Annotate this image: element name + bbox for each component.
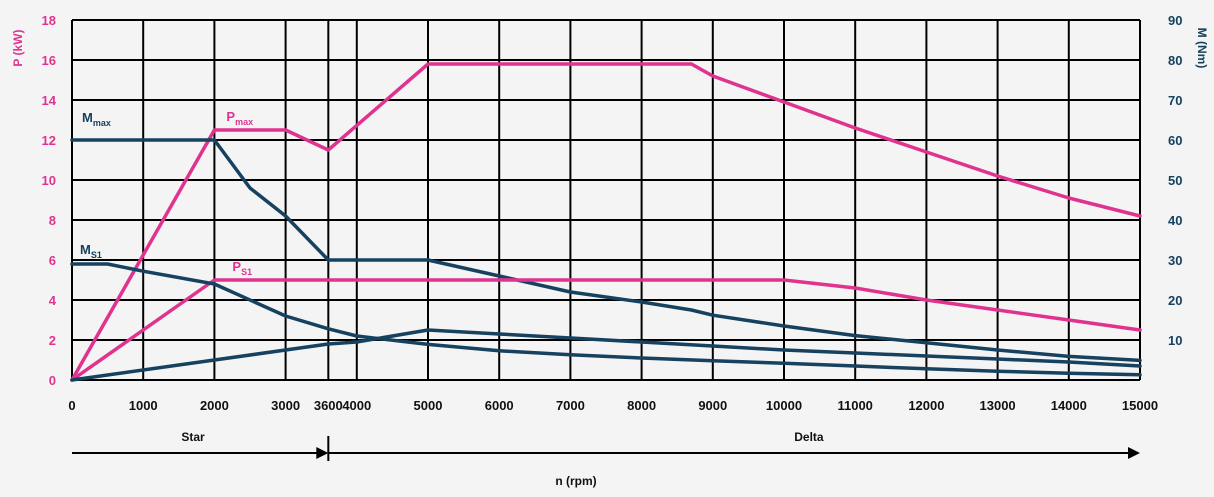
x-tick: 11000 <box>837 398 872 413</box>
x-tick: 9000 <box>698 398 727 413</box>
series-label-Mmax: Mmax <box>82 110 111 128</box>
series-label-sub: S1 <box>241 267 252 277</box>
y-left-tick: 0 <box>49 373 56 388</box>
y-right-tick: 70 <box>1168 93 1182 108</box>
series-line-Pmax <box>70 62 1142 382</box>
y-right-tick: 20 <box>1168 293 1182 308</box>
y-left-tick: 4 <box>49 293 57 308</box>
region-label-delta: Delta <box>794 430 824 444</box>
x-tick: 3000 <box>271 398 300 413</box>
x-tick: 14000 <box>1051 398 1087 413</box>
series-label-sub: max <box>235 117 253 127</box>
series-label-main: M <box>80 242 91 257</box>
x-tick: 7000 <box>556 398 585 413</box>
series-label-main: P <box>226 109 235 124</box>
y-left-title: P (kW) <box>11 29 25 66</box>
y-right-tick: 80 <box>1168 53 1182 68</box>
series-line-torque-lower <box>70 328 1142 382</box>
y-left-tick: 14 <box>42 93 57 108</box>
x-tick: 13000 <box>980 398 1016 413</box>
y-left-tick: 12 <box>42 133 56 148</box>
x-tick: 15000 <box>1122 398 1158 413</box>
y-left-tick: 2 <box>49 333 56 348</box>
y-right-tick: 90 <box>1168 13 1182 28</box>
y-right-tick: 10 <box>1168 333 1182 348</box>
y-right-tick: 60 <box>1168 133 1182 148</box>
y-left-tick: 18 <box>42 13 56 28</box>
x-tick: 3600 <box>314 398 343 413</box>
x-tick: 6000 <box>485 398 514 413</box>
series-line-Mmax <box>70 138 1142 363</box>
series-group <box>70 62 1142 382</box>
x-tick: 5000 <box>414 398 443 413</box>
x-tick: 1000 <box>129 398 158 413</box>
y-right-tick: 30 <box>1168 253 1182 268</box>
x-tick: 12000 <box>908 398 944 413</box>
region-arrowhead-delta <box>1128 447 1140 459</box>
x-tick: 8000 <box>627 398 656 413</box>
ticks-group: 0 2 4 6 8 10 12 14 16 18 10 20 30 40 50 60 70 80 90 0 1000 20… <box>11 13 1209 488</box>
region-label-star: Star <box>181 430 205 444</box>
x-tick: 0 <box>68 398 75 413</box>
y-right-tick: 50 <box>1168 173 1182 188</box>
x-tick: 2000 <box>200 398 229 413</box>
series-label-main: M <box>82 110 93 125</box>
y-left-tick: 10 <box>42 173 56 188</box>
series-label-PS1: PS1 <box>232 259 252 277</box>
x-tick: 10000 <box>766 398 802 413</box>
y-left-tick: 16 <box>42 53 56 68</box>
grid <box>71 19 1141 381</box>
region-arrowhead-star <box>316 447 329 459</box>
series-label-MS1: MS1 <box>80 242 102 260</box>
y-right-title: M (Nm) <box>1195 28 1209 69</box>
series-label-main: P <box>232 259 241 274</box>
x-axis-title: n (rpm) <box>555 474 596 488</box>
series-line-PS1 <box>70 278 1142 382</box>
series-label-Pmax: Pmax <box>226 109 253 127</box>
y-right-tick: 40 <box>1168 213 1182 228</box>
y-left-tick: 6 <box>49 253 56 268</box>
x-tick: 4000 <box>342 398 371 413</box>
y-left-tick: 8 <box>49 213 56 228</box>
series-label-sub: max <box>93 118 111 128</box>
series-label-sub: S1 <box>91 250 102 260</box>
series-line-MS1 <box>70 262 1142 377</box>
